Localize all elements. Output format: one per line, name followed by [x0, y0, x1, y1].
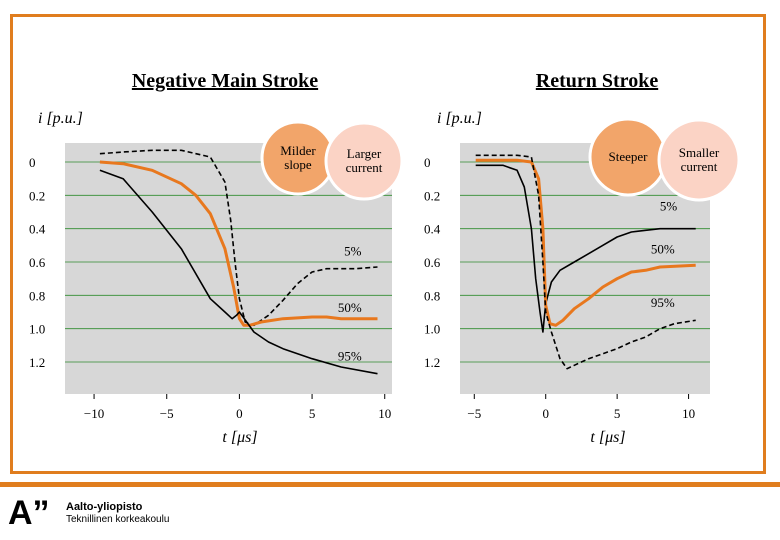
chart-panel-2: 0 0.2 0.4 0.6 0.8 1.0 1.2 −5 0 5 10 Return Stroke i …	[424, 70, 741, 446]
y-tick-label: 0.4	[29, 222, 46, 237]
callout-label: Larger current	[346, 146, 383, 175]
y-axis-label: i [p.u.]	[437, 110, 482, 127]
series-annotation: 95%	[338, 348, 362, 363]
chart-panel-1: 0 0.2 0.4 0.6 0.8 1.0 1.2 −10 −5 0 5 10 Negative Mai…	[29, 70, 404, 446]
x-tick-label: 10	[682, 406, 695, 421]
y-tick-label: 1.2	[29, 355, 45, 370]
y-tick-label: 1.0	[29, 322, 45, 337]
y-tick-label: 0.2	[29, 188, 45, 203]
y-tick-label: 0	[29, 155, 36, 170]
series-annotation: 5%	[660, 198, 678, 213]
callout-circle	[324, 121, 404, 201]
x-tick-label: −5	[160, 406, 174, 421]
y-tick-label: 1.0	[424, 322, 440, 337]
series-line-50pct	[99, 160, 378, 327]
x-tick-label: 0	[236, 406, 243, 421]
series-line-5pct	[475, 164, 696, 333]
callout-label: Smaller current	[679, 145, 720, 174]
logo-school-name: Teknillinen korkeakoulu	[66, 514, 170, 525]
chart-title: Return Stroke	[536, 70, 659, 92]
y-tick-label: 0.2	[424, 188, 440, 203]
y-tick-label: 0	[424, 155, 431, 170]
y-tick-label: 0.8	[29, 288, 45, 303]
y-axis-label: i [p.u.]	[38, 110, 83, 127]
x-axis-label: t [μs]	[222, 429, 257, 446]
callout-label: Steeper	[609, 149, 649, 164]
x-tick-label: −10	[84, 406, 104, 421]
series-line-50pct	[475, 158, 696, 327]
y-tick-label: 0.6	[29, 255, 46, 270]
y-tick-label: 0.6	[424, 255, 441, 270]
footer-bar	[0, 482, 780, 487]
series-annotation: 95%	[651, 295, 675, 310]
series-annotation: 50%	[338, 300, 362, 315]
aalto-logo-icon: A”	[8, 494, 50, 532]
series-annotation: 5%	[344, 243, 362, 258]
slide-frame	[10, 14, 766, 474]
x-tick-label: 0	[542, 406, 549, 421]
x-axis-label: t [μs]	[590, 429, 625, 446]
callout-circle	[657, 118, 741, 202]
x-tick-label: 10	[378, 406, 391, 421]
series-line-5pct	[99, 149, 378, 327]
x-tick-label: 5	[614, 406, 621, 421]
chart-title: Negative Main Stroke	[132, 70, 318, 92]
logo-university-name: Aalto-yliopisto	[66, 501, 143, 513]
series-annotation: 50%	[651, 242, 675, 257]
x-tick-label: −5	[467, 406, 481, 421]
series-line-95pct	[475, 154, 696, 370]
x-tick-label: 5	[309, 406, 316, 421]
y-tick-label: 1.2	[424, 355, 440, 370]
y-tick-label: 0.8	[424, 288, 440, 303]
y-tick-label: 0.4	[424, 222, 441, 237]
series-line-95pct	[99, 169, 378, 375]
callout-label: Milder slope	[280, 143, 316, 172]
